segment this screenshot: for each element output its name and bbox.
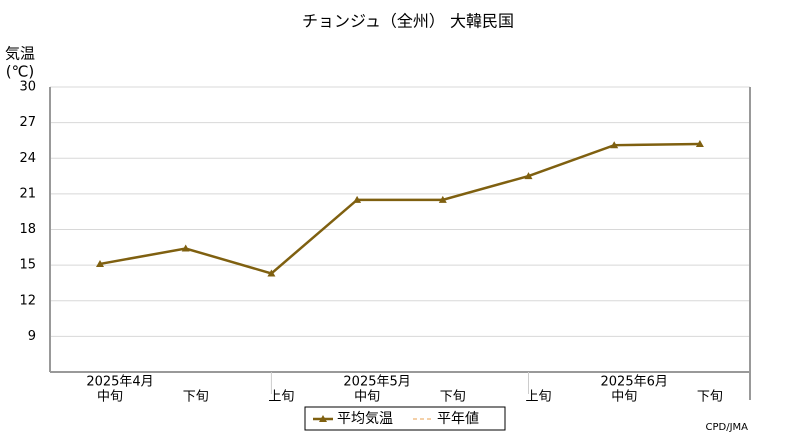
y-tick-label: 15: [19, 258, 36, 273]
x-tick-label: 下旬: [440, 390, 466, 405]
x-tick-label: 上旬: [268, 390, 294, 405]
point-marker: [96, 259, 104, 267]
y-tick-label: 30: [19, 80, 36, 95]
y-tick-label: 9: [28, 329, 36, 344]
x-group-label: 2025年6月: [601, 375, 668, 390]
y-axis-unit: (℃): [6, 63, 35, 81]
series-line: [99, 142, 700, 275]
y-tick-label: 21: [19, 186, 36, 201]
point-marker: [181, 244, 190, 252]
source: CPD/JMA: [706, 422, 749, 433]
x-group-label: 2025年4月: [86, 375, 153, 390]
x-tick-label: 中旬: [611, 390, 637, 405]
x-group-label: 2025年5月: [343, 375, 410, 390]
y-tick-label: 24: [19, 151, 36, 166]
y-tick-label: 27: [19, 115, 36, 130]
x-tick-label: 中旬: [354, 390, 380, 405]
point-marker: [524, 172, 533, 180]
y-axis-label: 気温: [5, 45, 35, 63]
point-marker: [438, 195, 447, 203]
point-marker: [267, 269, 276, 277]
x-tick-label: 上旬: [525, 390, 551, 405]
point-marker: [610, 141, 619, 149]
legend-label: 平均気温: [337, 411, 393, 427]
x-tick-label: 中旬: [97, 390, 123, 405]
legend-box: [304, 406, 506, 431]
y-tick-label: 12: [19, 293, 36, 308]
x-tick-label: 下旬: [183, 390, 209, 405]
point-marker: [353, 195, 362, 203]
y-tick-label: 18: [19, 222, 36, 237]
legend-label: 平年値: [437, 411, 479, 427]
chart-title: チョンジュ（全州） 大韓民国: [302, 12, 514, 31]
legend-marker: [319, 415, 327, 422]
point-marker: [695, 140, 704, 147]
x-tick-label: 下旬: [697, 390, 723, 405]
